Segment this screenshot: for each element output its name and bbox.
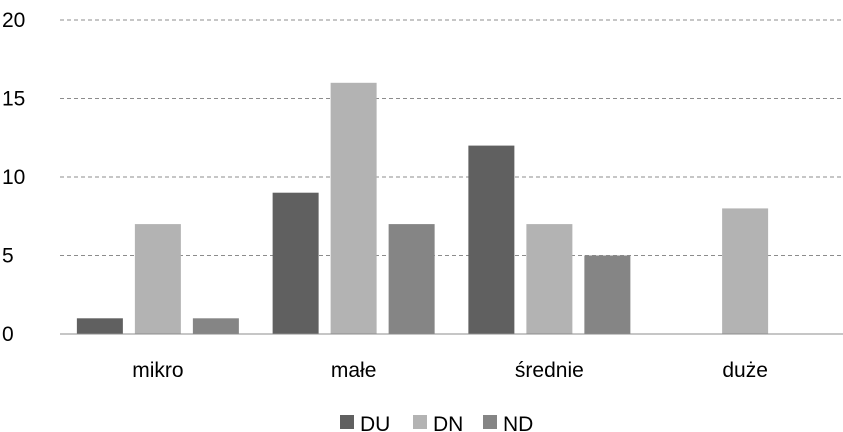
bar-nd-2 <box>584 255 631 334</box>
legend-label-dn: DN <box>433 413 463 432</box>
bar-du-2 <box>468 145 515 334</box>
legend-label-du: DU <box>360 413 390 432</box>
y-tick-label: 0 <box>2 323 14 346</box>
y-tick-label: 15 <box>2 88 25 111</box>
bar-du-0 <box>76 318 123 334</box>
legend-swatch-nd <box>483 415 497 429</box>
legend-swatch-du <box>340 415 354 429</box>
bar-nd-0 <box>192 318 239 334</box>
y-axis-ticks: 0 5 10 15 20 <box>2 9 25 346</box>
bar-dn-1 <box>330 82 377 334</box>
legend-label-nd: ND <box>503 413 533 432</box>
bars <box>76 82 769 334</box>
bar-dn-3 <box>722 208 769 334</box>
x-axis-categories: mikro małe średnie duże <box>132 359 768 382</box>
legend-swatch-dn <box>413 415 427 429</box>
y-tick-label: 10 <box>2 166 25 189</box>
bar-dn-0 <box>134 224 181 334</box>
y-tick-label: 5 <box>2 245 14 268</box>
bar-du-1 <box>272 192 319 334</box>
x-category-label: mikro <box>132 359 183 382</box>
bar-dn-2 <box>526 224 573 334</box>
x-category-label: średnie <box>515 359 584 382</box>
gridlines <box>60 19 843 256</box>
x-category-label: małe <box>331 359 377 382</box>
bar-nd-1 <box>388 224 435 334</box>
x-category-label: duże <box>722 359 768 382</box>
y-tick-label: 20 <box>2 9 25 32</box>
legend: DU DN ND <box>340 413 533 432</box>
